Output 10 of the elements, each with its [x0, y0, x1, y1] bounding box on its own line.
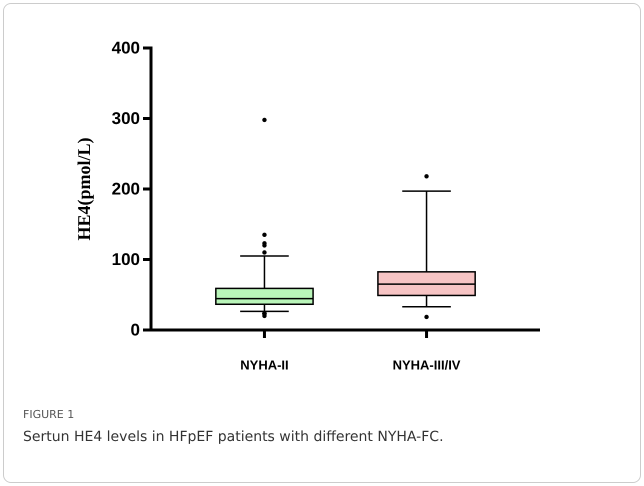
y-tick-label: 200 — [112, 179, 140, 198]
x-tick-label: NYHA-II — [240, 358, 289, 373]
y-tick-label: 0 — [130, 320, 140, 340]
y-tick-label: 100 — [112, 250, 140, 269]
y-tick-label: 400 — [112, 38, 140, 58]
y-axis-title: HE4(pmol/L) — [74, 137, 94, 241]
caption: FIGURE 1 — [23, 408, 74, 421]
y-tick-label: 300 — [112, 108, 140, 128]
x-tick-label: NYHA-III/IV — [392, 358, 461, 373]
text: Sertun HE4 levels in HFpEF patients with different NYHA-FC. — [23, 429, 444, 445]
